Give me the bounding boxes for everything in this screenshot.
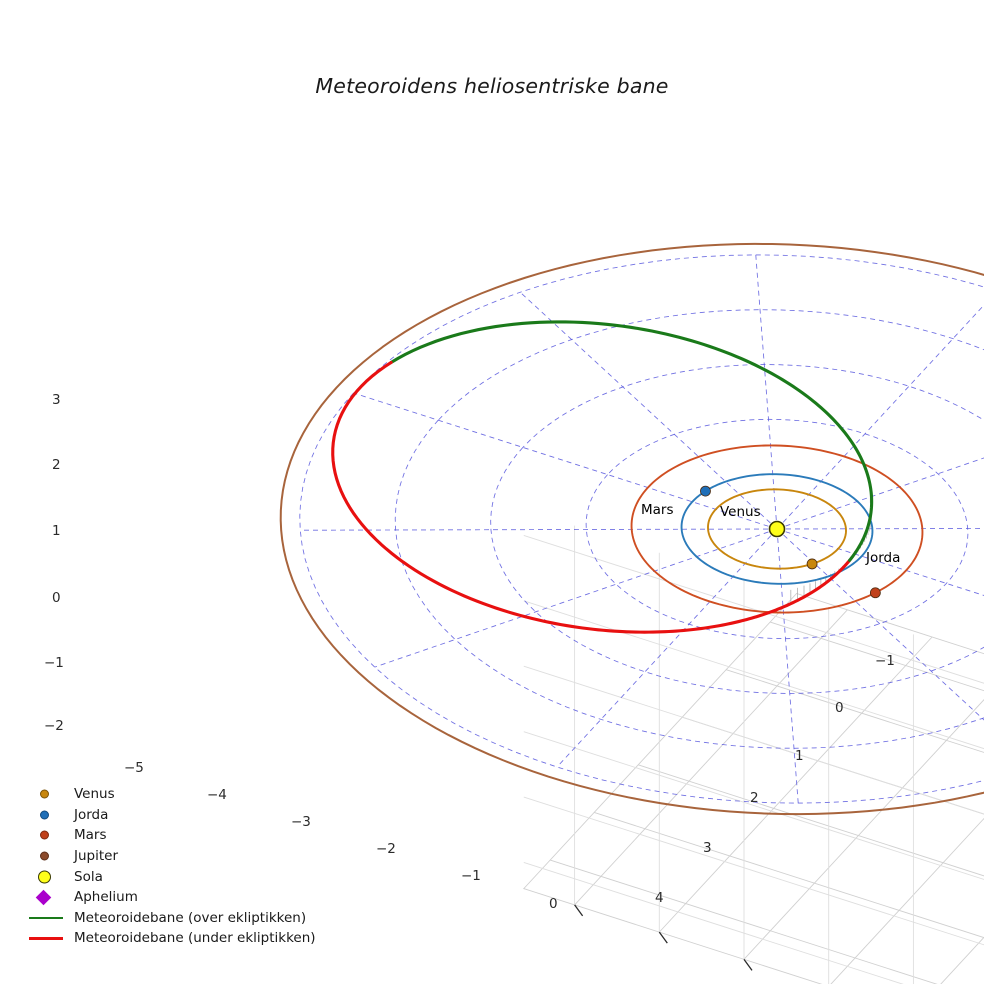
body-markers bbox=[700, 485, 881, 599]
y-axis-tick-5: 4 bbox=[655, 890, 664, 906]
axis-ticks-marks bbox=[574, 904, 753, 971]
legend-label: Mars bbox=[74, 827, 107, 844]
legend-label: Aphelium bbox=[74, 889, 138, 906]
body-label-venus: Venus bbox=[720, 504, 761, 520]
legend-item-aphelium[interactable]: Aphelium bbox=[28, 887, 328, 908]
legend-label: Venus bbox=[74, 786, 115, 803]
z-axis-tick-1: 2 bbox=[52, 457, 61, 473]
y-axis-tick-0: −1 bbox=[875, 653, 895, 669]
page-title: Meteoroidens heliosentriske bane bbox=[315, 74, 669, 98]
legend-marker-circle-icon bbox=[28, 805, 74, 825]
legend-item-meteoroidebane[interactable]: Meteoroidebane (over ekliptikken) bbox=[28, 908, 328, 929]
x-axis-tick-3: −2 bbox=[376, 841, 396, 857]
legend-marker-circle-icon bbox=[28, 784, 74, 804]
axes-panes bbox=[522, 525, 984, 984]
z-axis-tick-5: −2 bbox=[44, 718, 64, 734]
x-axis-tick-4: −1 bbox=[461, 868, 481, 884]
legend-label: Jupiter bbox=[74, 848, 119, 865]
legend-marker-circle-icon bbox=[28, 867, 74, 887]
meteoroid-orbit bbox=[331, 320, 874, 634]
y-axis-tick-4: 3 bbox=[703, 840, 712, 856]
z-axis-tick-2: 1 bbox=[52, 523, 61, 539]
legend-marker-circle-icon bbox=[28, 846, 74, 866]
legend-marker-circle-icon bbox=[28, 825, 74, 845]
legend-marker-line-icon bbox=[28, 908, 74, 928]
x-axis-tick-1: −4 bbox=[207, 787, 227, 803]
legend-item-jupiter[interactable]: Jupiter bbox=[28, 846, 328, 867]
body-label-jorda: Jorda bbox=[866, 550, 901, 566]
body-label-mars: Mars bbox=[641, 502, 674, 518]
y-axis-tick-2: 1 bbox=[795, 748, 804, 764]
legend: Venus Jorda Mars Jupiter Sola Aphelium Meteoro… bbox=[28, 784, 328, 949]
legend-item-meteoroidebane[interactable]: Meteoroidebane (under ekliptikken) bbox=[28, 928, 328, 949]
legend-label: Sola bbox=[74, 868, 103, 885]
z-axis-tick-0: 3 bbox=[52, 392, 61, 408]
x-axis-tick-5: 0 bbox=[549, 896, 558, 912]
legend-label: Meteoroidebane (under ekliptikken) bbox=[74, 930, 316, 947]
y-axis-tick-1: 0 bbox=[835, 700, 844, 716]
legend-label: Meteoroidebane (over ekliptikken) bbox=[74, 909, 307, 926]
y-axis-tick-3: 2 bbox=[750, 790, 759, 806]
planet-orbits bbox=[279, 242, 984, 816]
legend-marker-diamond-icon bbox=[28, 887, 74, 907]
legend-item-mars[interactable]: Mars bbox=[28, 825, 328, 846]
z-axis-tick-3: 0 bbox=[52, 590, 61, 606]
legend-item-venus[interactable]: Venus bbox=[28, 784, 328, 805]
legend-label: Jorda bbox=[74, 806, 109, 823]
z-axis-tick-4: −1 bbox=[44, 655, 64, 671]
polar-grid bbox=[299, 254, 984, 804]
legend-item-sola[interactable]: Sola bbox=[28, 866, 328, 887]
x-axis-tick-0: −5 bbox=[124, 760, 144, 776]
legend-marker-line-icon bbox=[28, 928, 74, 948]
legend-item-jorda[interactable]: Jorda bbox=[28, 805, 328, 826]
x-axis-tick-2: −3 bbox=[291, 814, 311, 830]
